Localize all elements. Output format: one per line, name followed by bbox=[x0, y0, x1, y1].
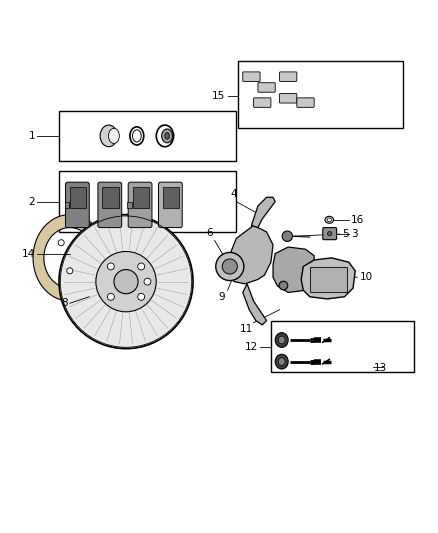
Bar bbox=[59, 111, 236, 160]
Ellipse shape bbox=[165, 133, 169, 139]
FancyBboxPatch shape bbox=[98, 182, 122, 228]
FancyBboxPatch shape bbox=[66, 182, 89, 228]
PathPatch shape bbox=[273, 247, 314, 293]
FancyBboxPatch shape bbox=[279, 72, 297, 82]
Text: 1: 1 bbox=[28, 131, 35, 141]
Bar bbox=[65, 201, 69, 208]
PathPatch shape bbox=[251, 197, 275, 228]
Bar bbox=[238, 61, 403, 128]
Ellipse shape bbox=[328, 231, 332, 236]
Text: 10: 10 bbox=[360, 272, 373, 282]
FancyBboxPatch shape bbox=[297, 98, 314, 107]
Circle shape bbox=[96, 252, 156, 312]
Ellipse shape bbox=[275, 354, 288, 369]
Text: 9: 9 bbox=[219, 293, 226, 302]
Text: 15: 15 bbox=[212, 91, 226, 101]
Bar bbox=[271, 320, 413, 373]
FancyBboxPatch shape bbox=[323, 228, 337, 240]
Circle shape bbox=[114, 270, 138, 294]
Ellipse shape bbox=[278, 336, 285, 344]
Text: 4: 4 bbox=[231, 189, 237, 199]
Ellipse shape bbox=[162, 129, 173, 143]
Bar bbox=[70, 188, 86, 208]
Ellipse shape bbox=[222, 259, 237, 274]
Ellipse shape bbox=[216, 253, 244, 280]
Bar bbox=[102, 188, 119, 208]
PathPatch shape bbox=[33, 215, 92, 301]
Ellipse shape bbox=[100, 125, 117, 147]
Circle shape bbox=[107, 293, 114, 300]
FancyBboxPatch shape bbox=[279, 93, 297, 103]
Text: 16: 16 bbox=[351, 215, 364, 225]
Circle shape bbox=[59, 215, 193, 349]
PathPatch shape bbox=[243, 284, 267, 325]
Ellipse shape bbox=[275, 333, 288, 348]
PathPatch shape bbox=[228, 225, 273, 284]
FancyBboxPatch shape bbox=[128, 182, 152, 228]
Circle shape bbox=[58, 240, 64, 246]
Circle shape bbox=[279, 281, 288, 290]
Text: 5: 5 bbox=[342, 229, 349, 239]
Ellipse shape bbox=[109, 128, 119, 143]
Text: 2: 2 bbox=[28, 198, 35, 207]
Ellipse shape bbox=[278, 358, 285, 366]
Circle shape bbox=[138, 263, 145, 270]
Ellipse shape bbox=[325, 216, 334, 223]
Text: 14: 14 bbox=[22, 248, 35, 259]
FancyBboxPatch shape bbox=[254, 98, 271, 107]
Bar bbox=[59, 172, 236, 232]
FancyBboxPatch shape bbox=[243, 72, 260, 82]
Circle shape bbox=[67, 268, 73, 274]
Text: 11: 11 bbox=[240, 324, 253, 334]
Circle shape bbox=[138, 293, 145, 300]
Text: 13: 13 bbox=[374, 363, 387, 373]
Circle shape bbox=[282, 231, 293, 241]
Bar bbox=[163, 188, 179, 208]
Bar bbox=[310, 266, 346, 293]
Circle shape bbox=[107, 263, 114, 270]
PathPatch shape bbox=[301, 258, 355, 299]
FancyBboxPatch shape bbox=[258, 83, 275, 92]
Ellipse shape bbox=[327, 218, 332, 222]
Text: 12: 12 bbox=[245, 342, 258, 351]
Bar bbox=[133, 188, 149, 208]
Text: 6: 6 bbox=[206, 229, 212, 238]
Bar bbox=[127, 201, 132, 208]
Circle shape bbox=[144, 278, 151, 285]
FancyBboxPatch shape bbox=[159, 182, 182, 228]
Text: 8: 8 bbox=[61, 298, 67, 308]
Text: 3: 3 bbox=[351, 229, 357, 239]
